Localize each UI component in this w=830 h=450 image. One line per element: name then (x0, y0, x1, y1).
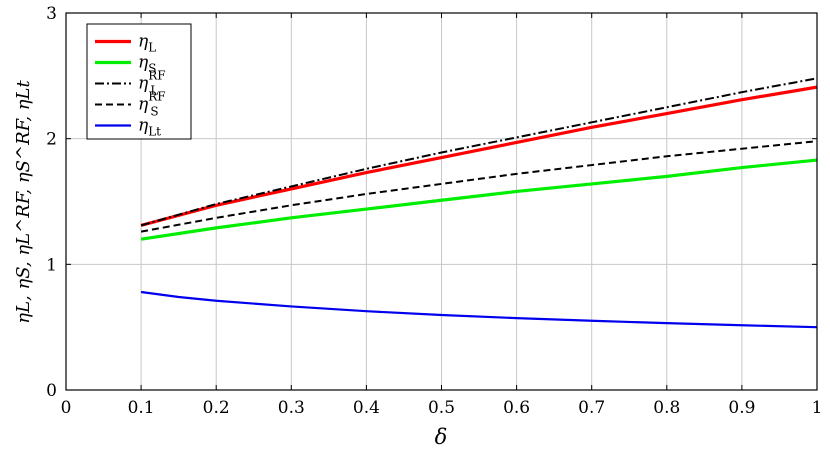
legend-box (86, 23, 192, 140)
y-tick-label: 2 (46, 130, 57, 150)
legend-label: ηS (138, 53, 156, 76)
y-tick-label: 0 (46, 381, 57, 401)
x-tick-label: 0.4 (353, 398, 380, 418)
legend-label: ηLt (138, 116, 161, 139)
x-tick-label: 1 (812, 398, 823, 418)
x-tick-label: 0.6 (503, 398, 530, 418)
series-eta-l-rf (140, 77, 818, 227)
series-layer (140, 77, 818, 329)
x-tick-label: 0.5 (428, 398, 455, 418)
legend-label: ηL (138, 32, 156, 55)
x-tick-label: 0.7 (578, 398, 605, 418)
series-eta-s (140, 158, 818, 241)
series-eta-lt (140, 290, 818, 329)
series-eta-s-rf (140, 140, 818, 233)
x-tick-label: 0.2 (203, 398, 230, 418)
legend-label: ηRF L (138, 69, 166, 98)
x-tick-label: 0.3 (278, 398, 305, 418)
legend-label: ηRF S (138, 90, 166, 119)
series-eta-l (140, 85, 818, 227)
x-tick-label: 0.1 (128, 398, 155, 418)
y-axis-label: ηL, ηS, ηL^RF, ηS^RF, ηLt (13, 80, 34, 324)
axis-ticks: 0 0.1 0.2 0.3 0.4 0.5 0.6 0.7 0.8 0.9 1 0 1 2 3 (46, 4, 822, 418)
x-axis-label: δ (435, 425, 448, 449)
x-tick-label: 0.9 (728, 398, 755, 418)
y-tick-label: 3 (46, 4, 57, 24)
y-tick-label: 1 (46, 255, 57, 275)
x-tick-label: 0 (61, 398, 72, 418)
x-tick-label: 0.8 (653, 398, 680, 418)
